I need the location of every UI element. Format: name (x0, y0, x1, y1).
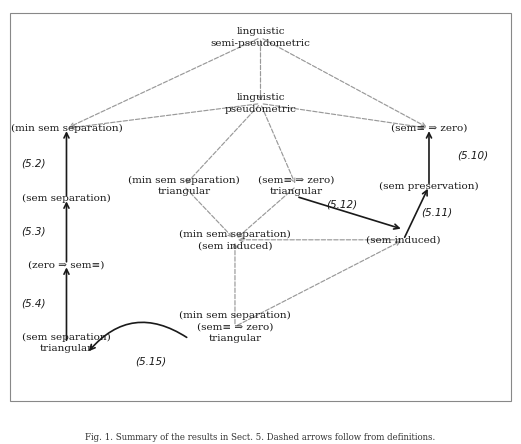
Text: linguistic
pseudometric: linguistic pseudometric (225, 93, 296, 114)
Text: (min sem separation)
(sem≡ ⇒ zero)
triangular: (min sem separation) (sem≡ ⇒ zero) trian… (179, 310, 291, 342)
Text: (5.2): (5.2) (21, 159, 45, 168)
Text: (zero ⇒ sem≡): (zero ⇒ sem≡) (28, 260, 105, 269)
Text: (sem≡ ⇒ zero): (sem≡ ⇒ zero) (391, 124, 467, 133)
Text: (sem≡ ⇒ zero)
triangular: (sem≡ ⇒ zero) triangular (258, 176, 334, 196)
Text: (5.12): (5.12) (327, 200, 358, 210)
Text: (min sem separation)
(sem induced): (min sem separation) (sem induced) (179, 230, 291, 250)
Text: (min sem separation): (min sem separation) (10, 124, 122, 133)
Text: (5.11): (5.11) (421, 208, 452, 218)
Text: (sem preservation): (sem preservation) (379, 182, 479, 190)
Text: (sem separation)
triangular: (sem separation) triangular (22, 333, 111, 353)
Text: (sem separation): (sem separation) (22, 194, 111, 203)
Text: (5.15): (5.15) (135, 357, 166, 367)
Text: (min sem separation)
triangular: (min sem separation) triangular (128, 176, 240, 196)
Text: Fig. 1. Summary of the results in Sect. 5. Dashed arrows follow from definitions: Fig. 1. Summary of the results in Sect. … (85, 433, 436, 442)
Text: (sem induced): (sem induced) (366, 235, 441, 244)
Text: (5.3): (5.3) (21, 226, 45, 237)
Text: (5.10): (5.10) (457, 150, 488, 160)
Text: (5.4): (5.4) (21, 299, 45, 309)
Text: linguistic
semi-pseudometric: linguistic semi-pseudometric (210, 27, 311, 48)
